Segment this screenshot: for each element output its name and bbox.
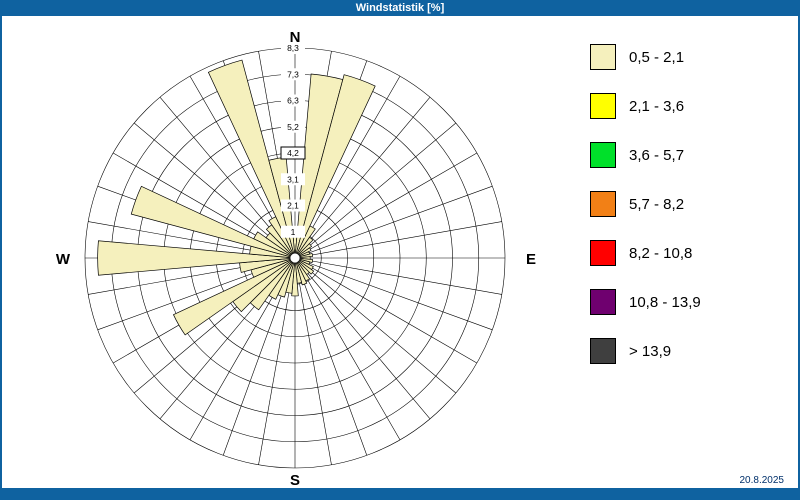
ring-label-box — [281, 225, 305, 238]
date-stamp: 20.8.2025 — [739, 475, 785, 486]
rose-center — [289, 252, 301, 264]
legend-label: 2,1 - 3,6 — [629, 97, 685, 115]
windrose-chart: 1 2,1 3,1 4,2 5,2 6,3 7,3 8,3 N E S W — [56, 29, 536, 488]
wind-petals — [97, 59, 376, 336]
legend-swatch — [590, 142, 616, 168]
ring-label: 3,1 — [287, 174, 299, 184]
wind-petal — [130, 185, 296, 259]
grid-spoke — [294, 185, 493, 259]
legend-swatch — [590, 289, 616, 315]
legend-swatch — [590, 93, 616, 119]
grid-spoke — [294, 221, 502, 259]
ring-label: 2,1 — [287, 201, 299, 211]
compass-south-label: S — [290, 472, 300, 488]
grid-spoke — [294, 257, 478, 364]
chart-area: 1 2,1 3,1 4,2 5,2 6,3 7,3 8,3 N E S W 0,5 - 2,1… — [2, 16, 798, 488]
legend-swatch — [590, 191, 616, 217]
ring-label-box — [281, 42, 305, 54]
grid-spoke — [294, 152, 478, 259]
wind-petal — [294, 257, 315, 275]
bottom-bar — [2, 488, 798, 500]
legend-row: > 13,9 — [590, 338, 701, 364]
speed-class-legend: 0,5 - 2,1 2,1 - 3,6 3,6 - 5,7 5,7 - 8,2 8,2 … — [590, 44, 701, 387]
ring-label: 7,3 — [287, 69, 299, 79]
grid-spoke — [294, 257, 502, 295]
grid-spoke — [294, 257, 401, 441]
ring-label-box — [281, 94, 305, 107]
ring-label-box — [281, 199, 305, 212]
ring-label-box — [281, 120, 305, 133]
legend-row: 2,1 - 3,6 — [590, 93, 701, 119]
grid-spoke — [294, 122, 457, 259]
compass-west-label: W — [56, 251, 71, 268]
legend-row: 8,2 - 10,8 — [590, 240, 701, 266]
wind-petal — [294, 236, 314, 259]
wind-petal — [294, 243, 313, 259]
grid-spoke — [294, 96, 431, 259]
wind-petal — [253, 231, 296, 259]
legend-label: 0,5 - 2,1 — [629, 48, 685, 66]
legend-label: > 13,9 — [629, 342, 672, 360]
ring-label: 1 — [291, 227, 296, 237]
wind-petal — [291, 257, 299, 297]
legend-label: 5,7 - 8,2 — [629, 195, 685, 213]
legend-swatch — [590, 240, 616, 266]
wind-petal — [173, 257, 296, 336]
legend-swatch — [590, 44, 616, 70]
title-bar: Windstatistik [%] — [2, 0, 798, 16]
grid-spoke — [294, 257, 457, 394]
ring-label: 4,2 — [287, 148, 299, 158]
grid-spoke — [294, 257, 431, 420]
ring-label: 6,3 — [287, 96, 299, 106]
grid-spoke — [294, 257, 332, 465]
window-title: Windstatistik [%] — [355, 2, 445, 14]
grid-spoke — [294, 257, 493, 331]
legend-row: 3,6 - 5,7 — [590, 142, 701, 168]
radial-axis-labels: 1 2,1 3,1 4,2 5,2 6,3 7,3 8,3 — [280, 42, 306, 238]
compass-north-label: N — [290, 29, 301, 46]
legend-row: 10,8 - 13,9 — [590, 289, 701, 315]
legend-label: 10,8 - 13,9 — [629, 293, 701, 311]
legend-row: 0,5 - 2,1 — [590, 44, 701, 70]
legend-row: 5,7 - 8,2 — [590, 191, 701, 217]
ring-label: 8,3 — [287, 43, 299, 53]
ring-label-box — [281, 173, 305, 186]
ring-label: 5,2 — [287, 122, 299, 132]
wind-petal — [97, 240, 296, 276]
legend-label: 3,6 - 5,7 — [629, 146, 685, 164]
ring-label-box — [281, 68, 305, 81]
legend-swatch — [590, 338, 616, 364]
wind-petal — [294, 74, 376, 259]
legend-label: 8,2 - 10,8 — [629, 244, 693, 262]
wind-petal — [294, 257, 308, 286]
wind-petal — [207, 59, 296, 259]
compass-east-label: E — [526, 251, 536, 268]
grid-spoke — [294, 257, 368, 456]
wind-petal — [294, 225, 316, 259]
ring-label-box-highlight — [280, 146, 306, 160]
